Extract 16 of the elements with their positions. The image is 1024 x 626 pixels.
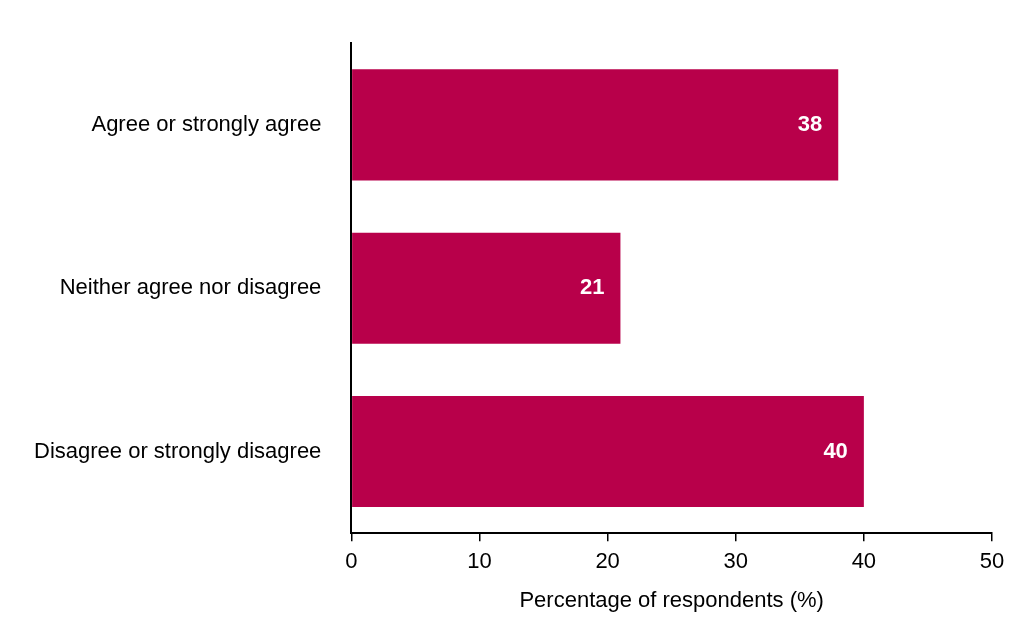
x-tick-label: 30 bbox=[723, 548, 748, 574]
bar bbox=[352, 232, 621, 344]
data-label: 21 bbox=[579, 274, 605, 300]
x-axis-title: Percentage of respondents (%) bbox=[519, 586, 824, 612]
data-label: 40 bbox=[823, 437, 848, 463]
x-tick-label: 10 bbox=[467, 548, 492, 574]
data-label: 38 bbox=[797, 110, 823, 136]
x-tick-label: 40 bbox=[851, 548, 877, 574]
y-tick-label: Neither agree nor disagree bbox=[59, 274, 322, 300]
bar bbox=[352, 69, 839, 181]
bar bbox=[352, 396, 864, 508]
y-tick-label: Disagree or strongly disagree bbox=[33, 437, 322, 463]
x-tick-label: 20 bbox=[595, 548, 620, 574]
y-tick-label: Agree or strongly agree bbox=[91, 110, 322, 136]
x-tick-label: 0 bbox=[345, 548, 358, 574]
x-tick-label: 50 bbox=[979, 548, 1005, 574]
